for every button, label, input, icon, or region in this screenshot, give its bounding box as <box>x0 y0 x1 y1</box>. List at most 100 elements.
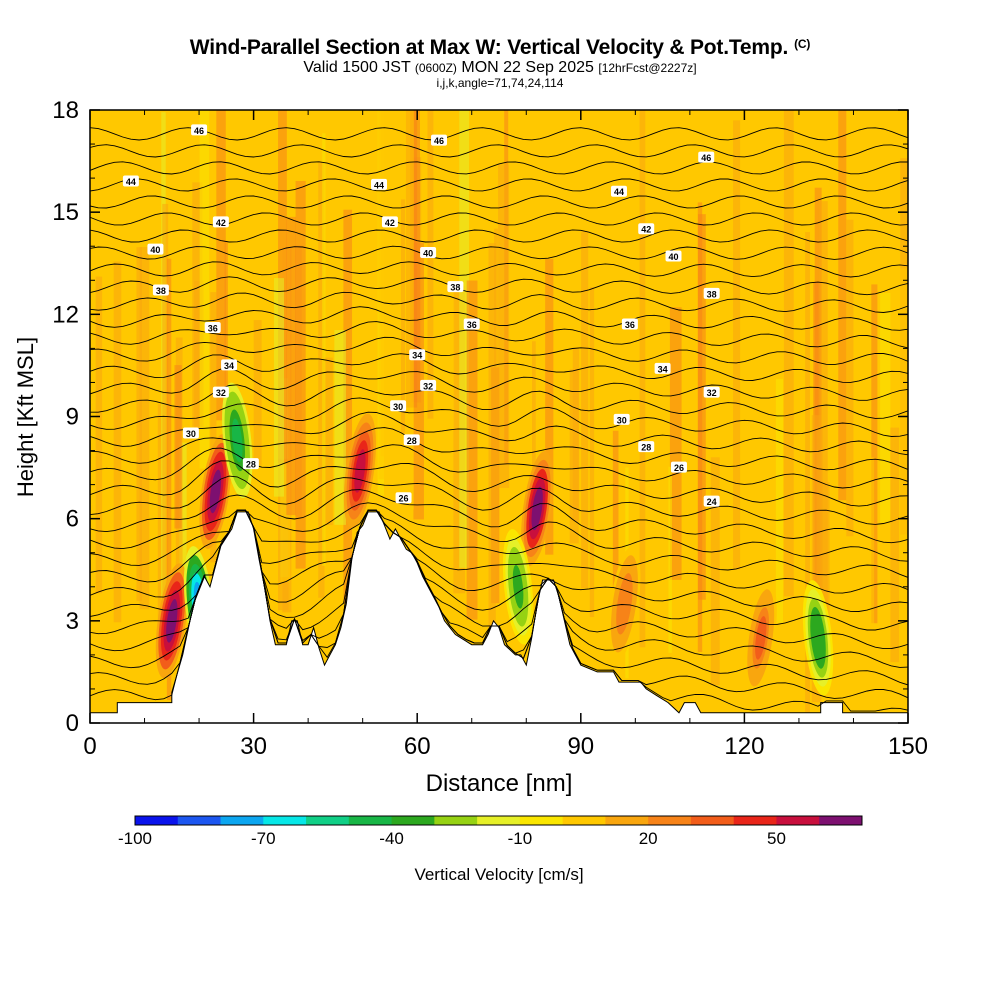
velocity-streak <box>453 285 465 594</box>
chart-title-text: Wind-Parallel Section at Max W: Vertical… <box>189 36 789 59</box>
theta-label-text: 42 <box>641 225 651 235</box>
velocity-streak <box>377 110 385 313</box>
velocity-streak <box>224 241 228 413</box>
theta-label-bg <box>371 178 388 190</box>
velocity-streak <box>403 110 414 510</box>
velocity-streak <box>838 110 847 501</box>
theta-label-bg <box>409 349 426 361</box>
velocity-streak <box>612 430 619 599</box>
w-contour-band <box>531 486 543 531</box>
velocity-streak <box>890 427 900 663</box>
y-tick-label: 9 <box>66 404 79 431</box>
x-tick-label: 0 <box>83 733 96 760</box>
velocity-streak <box>736 280 746 657</box>
x-axis: 0 30 60 90 120 150 <box>83 110 928 760</box>
theta-label: 40 <box>665 250 682 262</box>
colorbar-swatch <box>434 816 478 825</box>
velocity-streak <box>113 261 122 623</box>
velocity-streak <box>522 128 529 633</box>
velocity-streak <box>581 231 589 589</box>
velocity-streak <box>532 341 536 542</box>
theta-label: 30 <box>182 427 199 439</box>
chart-title: Wind-Parallel Section at Max W: Vertical… <box>0 36 1000 60</box>
theta-label: 38 <box>703 287 720 299</box>
theta-label-bg <box>152 284 169 296</box>
w-contour-band <box>755 616 767 660</box>
theta-label: 34 <box>409 349 426 361</box>
theta-label-bg <box>703 495 720 507</box>
updraft-cell <box>155 563 188 679</box>
theta-label: 28 <box>403 434 420 446</box>
theta-label-text: 44 <box>374 180 384 190</box>
theta-contour-line <box>90 195 908 209</box>
velocity-streak <box>459 110 469 568</box>
velocity-streak <box>498 164 510 488</box>
velocity-streak <box>318 162 325 598</box>
theta-contour-line <box>90 397 908 437</box>
theta-label-bg <box>703 287 720 299</box>
velocity-streak <box>450 110 455 430</box>
valid-time-text: Valid 1500 JST <box>303 59 411 76</box>
velocity-streak <box>668 466 672 653</box>
theta-label-text: 28 <box>246 460 256 470</box>
velocity-streak <box>639 110 646 648</box>
velocity-streak <box>427 110 434 419</box>
theta-label-text: 34 <box>658 364 668 374</box>
velocity-streak <box>861 471 866 641</box>
theta-label: 28 <box>638 441 655 453</box>
theta-contour-line <box>90 321 908 349</box>
theta-contour-line <box>90 509 908 612</box>
colorbar-swatch <box>348 816 393 825</box>
velocity-streak <box>818 201 828 640</box>
theta-label-bg <box>670 461 687 473</box>
theta-label-text: 42 <box>216 218 226 228</box>
theta-label-text: 32 <box>423 381 433 391</box>
theta-label-text: 34 <box>412 351 422 361</box>
theta-contour-line <box>90 336 908 366</box>
velocity-streak <box>494 228 498 565</box>
theta-label-bg <box>221 359 238 371</box>
theta-label-bg <box>447 281 464 293</box>
theta-label-bg <box>703 386 720 398</box>
theta-label: 46 <box>431 134 448 146</box>
y-tick-label: 15 <box>52 199 79 226</box>
forecast-info-text: [12hrFcst@2227z] <box>598 61 697 75</box>
colorbar-border <box>134 815 863 826</box>
theta-label-text: 38 <box>707 289 717 299</box>
theta-contours <box>90 127 908 712</box>
theta-label-bg <box>242 458 259 470</box>
copyright-mark: (C) <box>794 37 811 51</box>
theta-label-text: 24 <box>707 497 717 507</box>
theta-label: 32 <box>212 386 229 398</box>
colorbar-tick-label: -10 <box>508 829 533 848</box>
velocity-streak <box>880 292 891 523</box>
theta-label: 40 <box>147 243 164 255</box>
theta-label-bg <box>654 362 671 374</box>
valid-date-text: MON 22 Sep 2025 <box>461 59 594 76</box>
theta-label-bg <box>638 441 655 453</box>
theta-contour-line <box>90 144 908 158</box>
theta-label-bg <box>182 427 199 439</box>
theta-contour-line <box>90 384 908 419</box>
theta-contour-line <box>90 353 908 383</box>
theta-label: 36 <box>204 321 221 333</box>
theta-contour-line <box>90 444 908 489</box>
colorbar-tick-label: -40 <box>379 829 404 848</box>
velocity-streak <box>286 216 296 516</box>
theta-label: 30 <box>613 413 630 425</box>
theta-label: 44 <box>122 175 139 187</box>
velocity-streak <box>139 246 150 610</box>
velocity-streak <box>805 232 810 713</box>
theta-label: 24 <box>703 495 720 507</box>
velocity-streak <box>846 219 854 537</box>
velocity-streak <box>733 120 741 570</box>
velocity-streak <box>900 268 908 682</box>
x-tick-label: 90 <box>567 733 594 760</box>
theta-label-bg <box>122 175 139 187</box>
theta-label: 42 <box>381 216 398 228</box>
w-contour-band <box>812 615 824 660</box>
theta-label-bg <box>191 124 208 136</box>
velocity-streak <box>253 320 262 466</box>
velocity-streak <box>334 330 346 525</box>
